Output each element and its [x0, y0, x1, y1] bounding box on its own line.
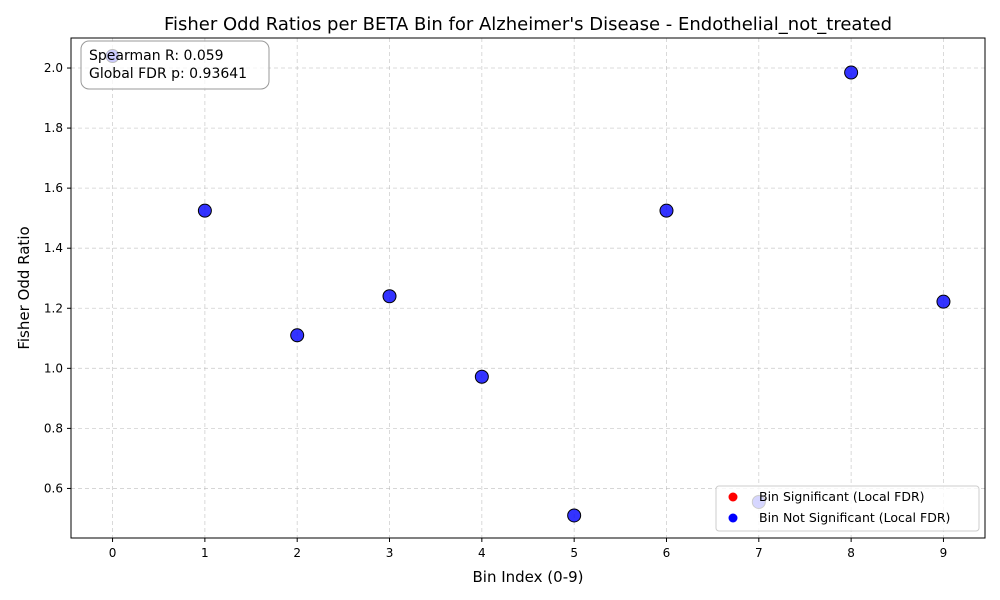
- legend-marker: [728, 492, 738, 502]
- data-point: [659, 203, 674, 218]
- x-tick-label: 8: [847, 546, 855, 560]
- global-fdr-text: Global FDR p: 0.93641: [89, 66, 247, 82]
- data-point: [844, 65, 859, 80]
- y-tick-label: 2.0: [44, 61, 63, 75]
- x-tick-label: 9: [940, 546, 948, 560]
- x-tick-label: 6: [663, 546, 671, 560]
- y-tick-label: 0.6: [44, 481, 63, 495]
- y-tick-label: 1.0: [44, 361, 63, 375]
- y-tick-label: 1.6: [44, 181, 63, 195]
- x-tick-label: 7: [755, 546, 763, 560]
- legend-label: Bin Significant (Local FDR): [759, 489, 925, 504]
- plot-frame: [70, 37, 986, 539]
- x-tick-label: 2: [293, 546, 301, 560]
- x-axis-ticks: 0 1 2 3 4 5 6 7 8 9: [109, 538, 948, 560]
- data-point: [197, 203, 212, 218]
- y-axis-label: Fisher Odd Ratio: [15, 226, 33, 349]
- grid: [71, 38, 985, 538]
- stats-annotation: Spearman R: 0.059 Global FDR p: 0.93641: [80, 40, 270, 90]
- data-point: [936, 294, 951, 309]
- data-point: [290, 328, 305, 343]
- x-tick-label: 3: [386, 546, 394, 560]
- data-point: [567, 508, 582, 523]
- legend-marker: [728, 513, 738, 523]
- y-tick-label: 0.8: [44, 421, 63, 435]
- data-point: [382, 289, 397, 304]
- data-point: [474, 369, 489, 384]
- legend-frame: [715, 485, 980, 532]
- x-tick-label: 4: [478, 546, 486, 560]
- y-axis-ticks: 0.6 0.8 1.0 1.2 1.4 1.6 1.8 2.0: [44, 61, 71, 495]
- legend-label: Bin Not Significant (Local FDR): [759, 510, 950, 525]
- x-tick-label: 1: [201, 546, 209, 560]
- spearman-text: Spearman R: 0.059: [89, 48, 224, 64]
- y-tick-label: 1.8: [44, 121, 63, 135]
- x-tick-label: 0: [109, 546, 117, 560]
- y-tick-label: 1.4: [44, 241, 63, 255]
- x-axis-label: Bin Index (0-9): [473, 568, 584, 586]
- x-tick-label: 5: [570, 546, 578, 560]
- chart-title: Fisher Odd Ratios per BETA Bin for Alzhe…: [164, 14, 892, 35]
- stats-annotation-frame: [80, 40, 270, 90]
- legend: Bin Significant (Local FDR) Bin Not Signi…: [715, 485, 980, 532]
- y-tick-label: 1.2: [44, 301, 63, 315]
